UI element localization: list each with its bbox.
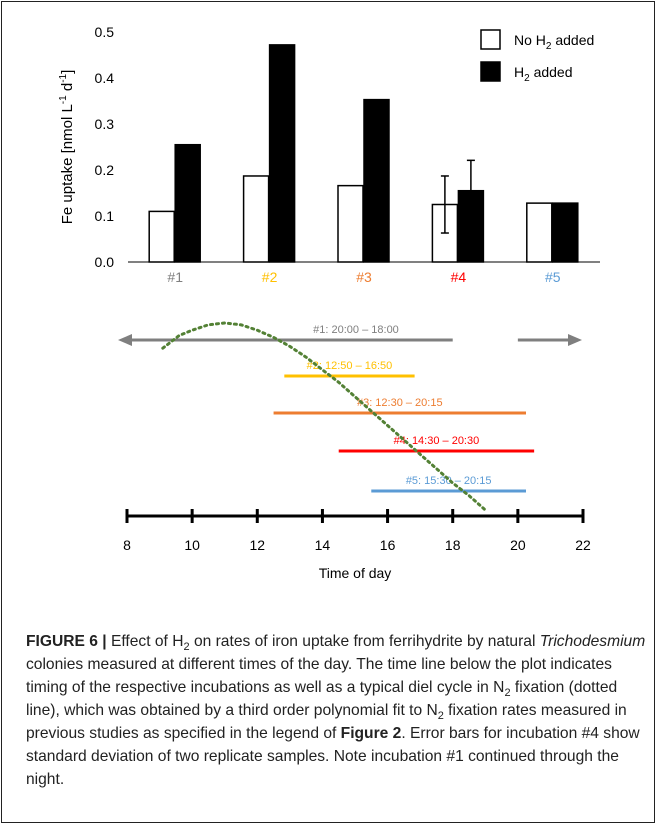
figure-caption: FIGURE 6 | Effect of H2 on rates of iron…: [26, 630, 646, 791]
bar-no-h2: [242, 175, 270, 263]
bar-no-h2: [337, 184, 364, 263]
y-tick-label: 0.4: [95, 70, 115, 86]
legend-swatch: [480, 61, 501, 82]
y-axis-label: Fe uptake [nmol L-1 d-1]: [58, 70, 76, 225]
caption-text-4: fixation (dotted line), which was obtain…: [26, 679, 618, 719]
caption-text-1: Effect of H: [110, 633, 184, 650]
time-tick-label: 12: [249, 537, 265, 553]
time-tick-label: 16: [380, 537, 396, 553]
bar-h2: [552, 202, 579, 263]
caption-figure-ref: Figure 2: [340, 725, 402, 742]
y-tick-label: 0.0: [95, 254, 115, 270]
y-tick-label: 0.1: [95, 208, 115, 224]
caption-sub-3: 2: [437, 710, 444, 723]
time-tick-label: 18: [445, 537, 461, 553]
incubation-label: #2: 12:50 – 16:50: [307, 360, 393, 372]
time-tick-label: 22: [575, 537, 591, 553]
legend-label: No H2 added: [514, 32, 594, 52]
time-tick-label: 10: [184, 537, 200, 553]
arrow-left: [118, 334, 132, 346]
x-category-label: #5: [545, 269, 561, 285]
figure-label: FIGURE 6 |: [26, 633, 111, 650]
caption-text-6: . Error bars for incubation #4 show stan…: [26, 725, 640, 788]
bar-no-h2: [526, 202, 553, 263]
x-category-label: #1: [167, 269, 183, 285]
caption-species: Trichodesmium: [539, 633, 646, 650]
caption-text-5: fixation rates measured in previous stud…: [26, 702, 627, 742]
legend-label: H2 added: [514, 64, 573, 84]
arrow-right: [568, 334, 582, 346]
bar-no-h2: [148, 210, 175, 263]
bar-h2: [174, 143, 201, 263]
incubation-label: #3: 12:30 – 20:15: [357, 397, 443, 409]
x-category-label: #4: [451, 269, 467, 285]
time-axis-label: Time of day: [319, 565, 392, 581]
y-tick-label: 0.5: [95, 24, 115, 40]
caption-sub-2: 2: [504, 687, 511, 700]
x-category-label: #2: [262, 269, 278, 285]
time-tick-label: 14: [315, 537, 331, 553]
legend-swatch: [480, 29, 501, 50]
bar-h2: [268, 44, 296, 263]
bar-h2: [363, 98, 390, 263]
figure-charts: 0.0 0.1 0.2 0.3 0.4 0.5 Fe uptake [nmol L-1 d-…: [58, 24, 600, 581]
caption-text-2: on rates of iron uptake from ferrihydrit…: [189, 633, 540, 650]
y-tick-label: 0.3: [95, 116, 115, 132]
incubation-label: #4: 14:30 – 20:30: [394, 435, 480, 447]
caption-sub-1: 2: [183, 641, 190, 654]
timeline-chart: 8 10 12 14 16 18 20 22 Time of day #1: 20:00 – 18…: [118, 321, 591, 581]
incubation-label: #1: 20:00 – 18:00: [313, 324, 399, 336]
caption-text-3: colonies measured at different times of …: [26, 656, 612, 696]
x-category-label: #3: [356, 269, 372, 285]
y-tick-label: 0.2: [95, 162, 115, 178]
n2-fixation-curve: [161, 321, 487, 512]
bar-chart: 0.0 0.1 0.2 0.3 0.4 0.5 Fe uptake [nmol L-1 d-…: [58, 24, 600, 285]
time-tick-label: 20: [510, 537, 526, 553]
time-tick-label: 8: [123, 537, 131, 553]
incubation-label: #5: 15:30 – 20:15: [406, 475, 492, 487]
